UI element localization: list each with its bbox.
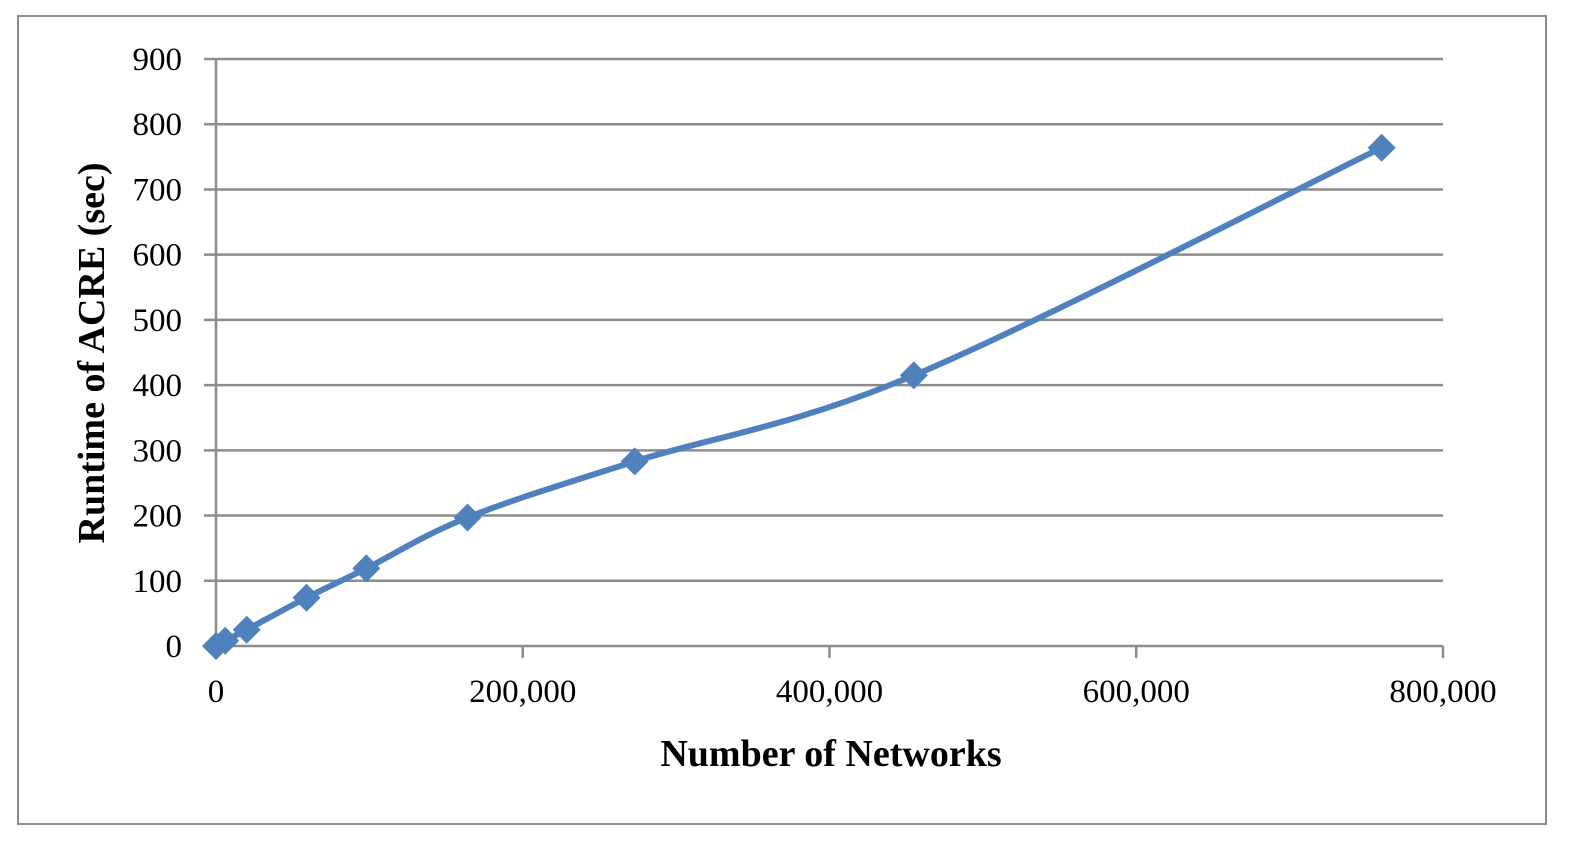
series-group [202,133,1396,660]
y-tick-label: 700 [133,172,183,208]
x-tick-label: 200,000 [469,674,576,710]
gridlines [204,57,1443,648]
x-tick-label: 0 [208,674,225,710]
data-point-marker [211,626,240,655]
x-tick-label: 400,000 [776,674,883,710]
series-line [213,144,1385,649]
y-tick-label: 300 [133,433,183,469]
y-tick-label: 100 [133,564,183,600]
data-point-marker [899,361,928,390]
data-point-marker [292,583,321,612]
data-point-marker [352,554,381,583]
y-tick-label: 400 [133,368,183,404]
y-axis-title: Runtime of ACRE (sec) [71,162,113,543]
y-tick-label: 900 [133,42,183,78]
x-tick-label: 800,000 [1389,674,1496,710]
data-point-marker [232,615,261,644]
data-point-marker [620,447,649,476]
x-tick-label: 600,000 [1083,674,1190,710]
axes [214,59,1445,658]
data-point-marker [453,503,482,532]
x-axis-title: Number of Networks [660,733,1001,775]
tick-labels: 0 100 200 300 400 500 600 700 800 900 0 200,000 400,… [133,42,1497,710]
y-tick-label: 500 [133,303,183,339]
y-tick-label: 800 [133,107,183,143]
y-tick-label: 0 [166,629,183,665]
y-tick-label: 200 [133,499,183,535]
y-tick-label: 600 [133,238,183,274]
data-point-marker [1367,133,1396,162]
